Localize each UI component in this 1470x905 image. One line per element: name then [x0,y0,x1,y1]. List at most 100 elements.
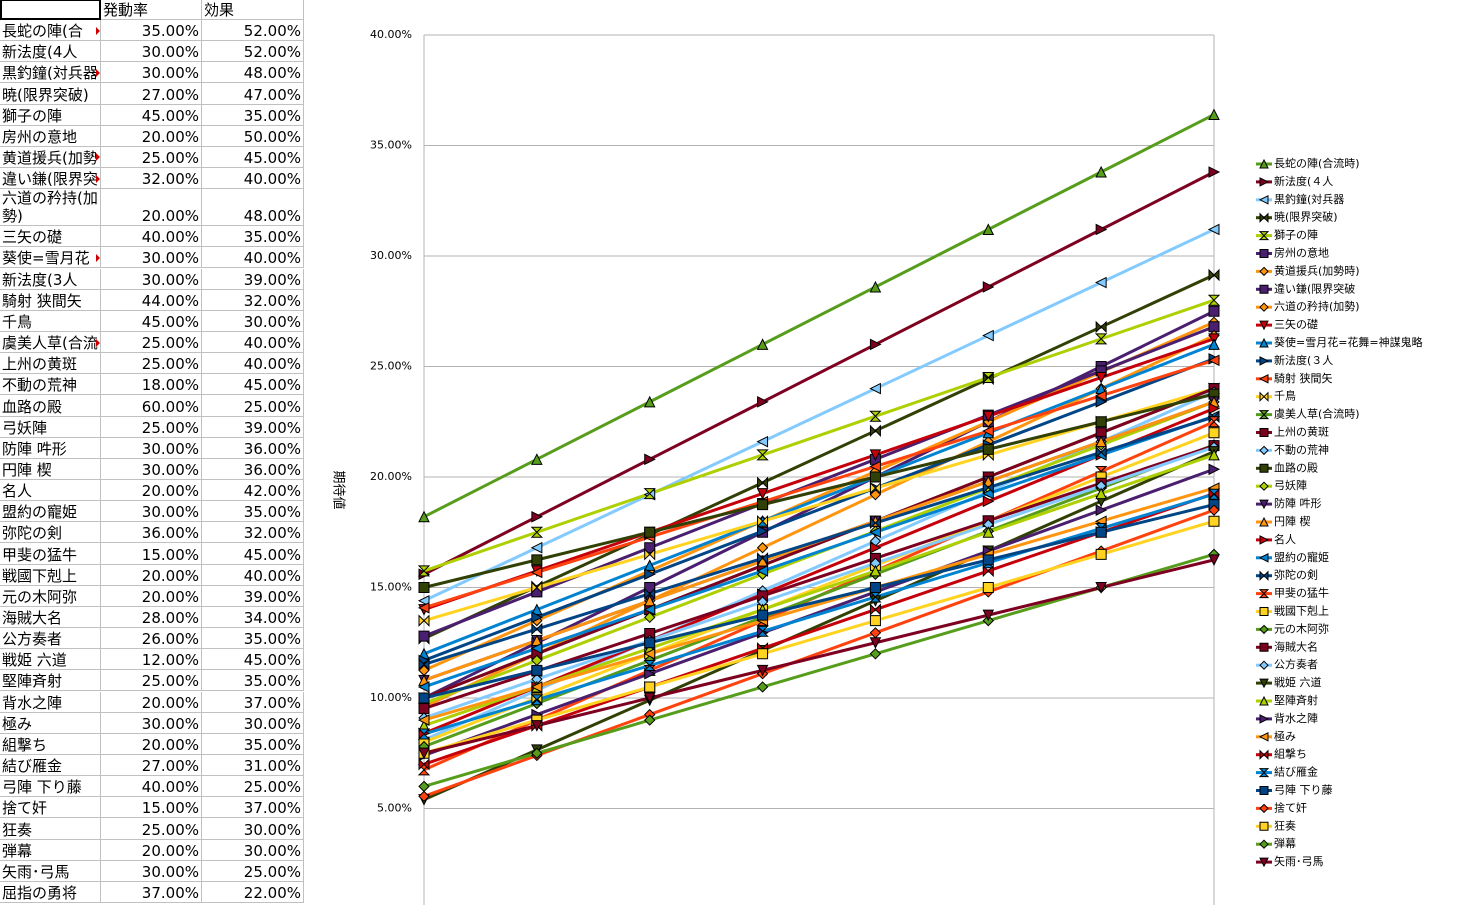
y-axis-label: 期待値 [331,470,347,509]
name-cell: 違い鎌(限界突 [0,168,101,190]
marker [982,372,995,384]
marker [1095,320,1107,334]
marker [418,658,430,671]
series-line [423,486,1215,722]
number-cell: 15.00% [101,543,202,565]
series-line [423,467,1215,757]
name-cell: 弓妖陣 [0,416,101,438]
number-cell: 20.00% [101,839,202,861]
legend-marker [1259,266,1269,277]
series-line [423,228,1215,603]
name-cell: 結び雁金 [0,754,101,777]
number-cell: 36.00% [202,437,304,459]
name-cell: 公方奏者 [0,628,101,650]
series-line [423,443,1215,749]
number-cell: 20.00% [101,733,202,755]
legend-label: 狂奏 [1274,819,1296,832]
marker [418,510,430,523]
number-cell: 40.00% [202,168,304,190]
name-cell: 組撃ち [0,733,101,755]
legend-label: 六道の矜持(加勢) [1274,299,1360,313]
marker [530,566,543,579]
name-cell: 新法度(3人 [0,268,101,290]
marker [417,714,430,726]
marker [869,582,881,593]
name-cell: 上州の黄斑 [0,353,101,375]
legend-label: 新法度(４人 [1274,174,1333,188]
marker [643,594,656,607]
number-cell: 48.00% [202,189,304,227]
marker [982,609,995,622]
legend-label: 血路の殿 [1274,460,1318,474]
number-cell: 26.00% [101,628,202,650]
legend-marker [1259,391,1269,402]
number-cell: 34.00% [202,606,304,629]
legend-marker [1259,607,1269,616]
header-cell: 発動率 [101,0,202,20]
legend-marker [1259,821,1269,831]
legend-marker [1259,535,1270,545]
marker [1208,463,1221,476]
name-cell: 円陣 楔 [0,458,101,480]
marker [756,681,769,693]
marker [757,514,769,528]
marker [1095,427,1107,439]
number-cell: 25.00% [202,776,304,798]
number-cell: 20.00% [101,480,202,502]
marker [643,692,656,705]
legend-marker [1259,177,1270,187]
marker [869,603,881,616]
legend-label: 葵使=雪月花=花舞=神謀鬼略 [1274,335,1423,349]
number-cell: 30.00% [101,458,202,480]
series-line [423,343,1215,656]
name-cell: 六道の矜持(加勢) [0,189,101,227]
marker [1208,166,1221,178]
marker [417,681,430,693]
marker [1095,582,1107,594]
number-cell: 30.00% [101,860,202,882]
legend-label: 千鳥 [1274,389,1296,403]
marker [1095,487,1107,500]
number-cell: 40.00% [202,247,304,269]
number-cell: 39.00% [202,268,304,290]
series-line [423,325,1215,638]
marker [531,622,543,636]
marker [869,460,881,473]
series-line [423,445,1215,720]
series-line [423,113,1215,519]
marker [417,594,430,607]
marker [417,728,431,740]
marker [756,338,769,350]
marker [1208,108,1220,121]
marker [1208,305,1220,317]
marker [982,495,995,508]
name-cell: 三矢の礎 [0,226,101,248]
number-cell: 45.00% [202,374,304,396]
marker [1207,223,1220,236]
legend-label: 矢雨･弓馬 [1274,854,1324,868]
legend-label: 海賊大名 [1274,639,1318,653]
marker [982,443,994,455]
name-cell: 捨て奸 [0,797,101,819]
name-cell: 長蛇の陣(合 [0,20,101,42]
name-cell: 矢雨･弓馬 [0,860,101,882]
marker [869,564,882,577]
number-cell: 25.00% [101,818,202,840]
series-line [423,431,1215,744]
marker [756,565,769,577]
marker [643,395,656,408]
legend-marker [1259,803,1269,814]
number-cell: 12.00% [101,649,202,671]
legend-label: 結び雁金 [1274,765,1318,779]
marker [869,424,881,438]
name-cell: 黄道援兵(加勢 [0,146,101,169]
marker [757,525,769,537]
legend-label: 堅陣斉射 [1274,693,1318,707]
marker [1208,554,1220,566]
legend-marker [1258,231,1270,241]
number-cell: 20.00% [101,585,202,607]
name-cell: 千鳥 [0,310,101,332]
legend-marker [1258,373,1269,384]
